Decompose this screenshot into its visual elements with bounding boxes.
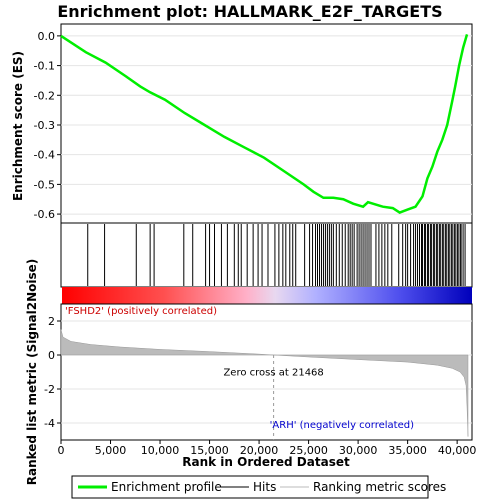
metric-y-axis-label: Ranked list metric (Signal2Noise): [25, 259, 39, 486]
legend-hits-label: Hits: [253, 480, 276, 494]
metric-y-tick-label: -2: [44, 383, 55, 396]
x-tick-label: 35,000: [388, 444, 427, 457]
x-tick-label: 40,000: [438, 444, 477, 457]
metric-y-tick-label: 2: [48, 315, 55, 328]
x-tick-label: 5,000: [95, 444, 127, 457]
x-tick-label: 15,000: [190, 444, 229, 457]
metric-area-group: [60, 329, 469, 437]
x-axis-label: Rank in Ordered Dataset: [182, 455, 350, 469]
zero-cross-label: Zero cross at 21468: [223, 367, 323, 378]
rank-color-bar: [62, 287, 472, 304]
es-y-axis-label: Enrichment score (ES): [11, 51, 25, 201]
es-y-ticks: 0.0 -0.1 -0.2 -0.3 -0.4 -0.5 -0.6: [34, 30, 61, 221]
legend: Enrichment profile Hits Ranking metric s…: [71, 475, 446, 499]
es-grid: [61, 35, 472, 215]
hits-panel: [60, 222, 473, 288]
enrichment-profile-line: [60, 34, 469, 214]
negative-correlation-label: 'ARH' (negatively correlated): [270, 420, 414, 431]
es-panel-frame: [60, 23, 473, 224]
x-tick-label: 30,000: [339, 444, 378, 457]
metric-panel: 2 0 -2 -4 Zero cross at 21468 'FSHD2' (posi…: [25, 259, 473, 486]
es-y-tick-label: -0.6: [34, 208, 55, 221]
es-line-group: [60, 34, 469, 214]
x-tick-label: 20,000: [240, 444, 279, 457]
x-tick-label: 25,000: [289, 444, 328, 457]
es-y-tick-label: -0.1: [34, 60, 55, 73]
metric-y-tick-label: 0: [48, 349, 55, 362]
legend-box: [71, 475, 429, 499]
metric-panel-frame: [60, 303, 473, 441]
es-y-tick-label: 0.0: [38, 30, 56, 43]
x-axis-ticks: 0 5,000 10,000 15,000 20,000 25,000 30,000 35,0…: [58, 440, 477, 457]
es-y-tick-label: -0.2: [34, 89, 55, 102]
positive-correlation-label: 'FSHD2' (positively correlated): [65, 306, 217, 317]
metric-y-tick-label: -4: [44, 417, 55, 430]
x-tick-label: 0: [58, 444, 65, 457]
x-tick-label: 10,000: [141, 444, 180, 457]
chart-title: Enrichment plot: HALLMARK_E2F_TARGETS: [57, 2, 442, 21]
hits-panel-frame: [60, 222, 473, 288]
es-panel: 0.0 -0.1 -0.2 -0.3 -0.4 -0.5 -0.6 Enrichment s…: [11, 23, 473, 224]
ranking-metric-area: [60, 329, 469, 437]
es-y-tick-label: -0.4: [34, 149, 55, 162]
es-y-tick-label: -0.3: [34, 119, 55, 132]
legend-enrichment-label: Enrichment profile: [111, 480, 222, 494]
metric-y-ticks: 2 0 -2 -4: [44, 315, 61, 430]
legend-metric-label: Ranking metric scores: [313, 480, 446, 494]
es-y-tick-label: -0.5: [34, 178, 55, 191]
hits-group: [87, 224, 466, 286]
